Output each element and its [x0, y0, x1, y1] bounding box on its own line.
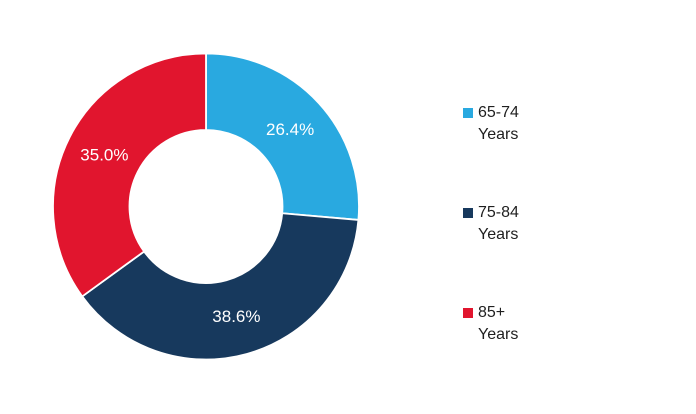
slice-label-1: 38.6% — [212, 307, 260, 326]
donut-slice-0 — [205, 52, 360, 221]
donut-slice-2 — [52, 52, 207, 298]
legend-swatch-85-plus — [463, 308, 473, 318]
slice-label-0: 26.4% — [266, 120, 314, 139]
legend-item-75-84: 75-84 Years — [463, 202, 532, 246]
legend-swatch-65-74 — [463, 108, 473, 118]
legend-label-75-84: 75-84 Years — [478, 204, 519, 243]
legend-label-85-plus: 85+ Years — [478, 304, 519, 343]
legend-item-65-74: 65-74 Years — [463, 102, 532, 146]
slice-label-2: 35.0% — [80, 145, 128, 164]
legend-item-85-plus: 85+ Years — [463, 302, 532, 346]
plot-area: 26.4% 38.6% 35.0% — [52, 52, 360, 361]
chart-legend: 65-74 Years 75-84 Years 85+ Years — [463, 102, 532, 346]
donut-chart: 26.4% 38.6% 35.0% — [52, 52, 360, 361]
donut-slice-1 — [81, 212, 360, 361]
legend-swatch-75-84 — [463, 208, 473, 218]
legend-label-65-74: 65-74 Years — [478, 104, 519, 143]
